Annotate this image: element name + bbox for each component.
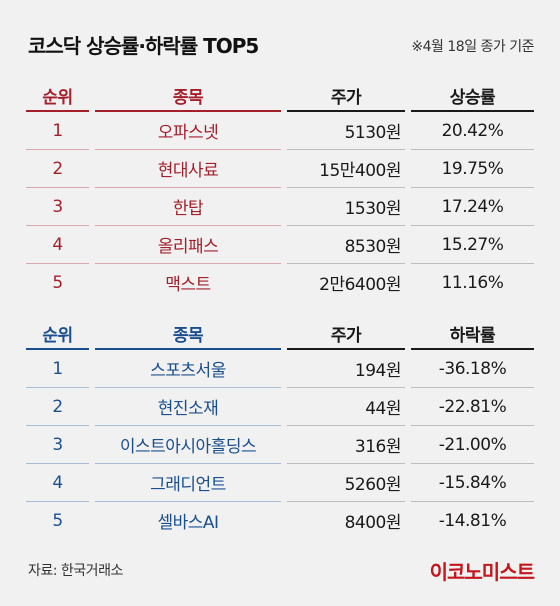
stock-name-cell: 셀바스AI xyxy=(89,501,284,539)
price-cell: 5260원 xyxy=(281,463,408,502)
rate-cell: 20.42% xyxy=(405,111,534,150)
rank-cell: 1 xyxy=(26,111,92,150)
table-row: 2 현대사료 15만400원 19.75% xyxy=(26,149,534,188)
gainers-header-rate: 상승률 xyxy=(405,80,534,112)
rank-cell: 5 xyxy=(52,272,63,293)
rank-cell: 2 xyxy=(26,387,92,426)
table-row: 3 한탑 1530원 17.24% xyxy=(26,187,534,226)
gainers-header-rank: 순위 xyxy=(26,80,92,112)
losers-header-price: 주가 xyxy=(281,318,408,350)
table-row: 4 그래디언트 5260원 -15.84% xyxy=(26,463,534,502)
rank-cell: 5 xyxy=(52,510,63,531)
table-row: 1 오파스넷 5130원 20.42% xyxy=(26,111,534,150)
gainers-header-row: 순위 종목 주가 상승률 xyxy=(26,80,534,112)
table-row: 3 이스트아시아홀딩스 316원 -21.00% xyxy=(26,425,534,464)
rate-cell: -22.81% xyxy=(405,387,534,426)
rank-cell: 4 xyxy=(26,463,92,502)
rate-cell: -21.00% xyxy=(405,425,534,464)
stock-name-cell: 현대사료 xyxy=(89,149,284,188)
source-note: 자료: 한국거래소 xyxy=(28,563,123,579)
table-row: 1 스포츠서울 194원 -36.18% xyxy=(26,349,534,388)
losers-header-name: 종목 xyxy=(89,318,284,350)
price-cell: 2만6400원 xyxy=(281,263,408,301)
stock-name-cell: 이스트아시아홀딩스 xyxy=(89,425,284,464)
price-cell: 44원 xyxy=(281,387,408,426)
price-cell: 8530원 xyxy=(281,225,408,264)
price-cell: 8400원 xyxy=(281,501,408,539)
losers-header-row: 순위 종목 주가 하락률 xyxy=(26,318,534,350)
stock-name-cell: 올리패스 xyxy=(89,225,284,264)
rank-cell: 4 xyxy=(26,225,92,264)
losers-header-rank: 순위 xyxy=(26,318,92,350)
rate-cell: -14.81% xyxy=(405,501,534,539)
rate-cell: -15.84% xyxy=(405,463,534,502)
rate-cell: 17.24% xyxy=(405,187,534,226)
price-cell: 316원 xyxy=(281,425,408,464)
rate-cell: -36.18% xyxy=(405,349,534,388)
losers-header-rate: 하락률 xyxy=(405,318,534,350)
rank-cell: 3 xyxy=(26,187,92,226)
gainers-table: 순위 종목 주가 상승률 1 오파스넷 5130원 20.42% 2 현대사료 … xyxy=(26,80,534,301)
basis-date-note: ※4월 18일 종가 기준 xyxy=(411,39,534,55)
table-row: 4 올리패스 8530원 15.27% xyxy=(26,225,534,264)
table-row: 2 현진소재 44원 -22.81% xyxy=(26,387,534,426)
table-row: 5 맥스트 2만6400원 11.16% xyxy=(26,263,534,301)
stock-name-cell: 스포츠서울 xyxy=(89,349,284,388)
stock-name-cell: 오파스넷 xyxy=(89,111,284,150)
stock-name-cell: 맥스트 xyxy=(89,263,284,301)
stock-name-cell: 한탑 xyxy=(89,187,284,226)
gainers-header-price: 주가 xyxy=(281,80,408,112)
rank-cell: 1 xyxy=(26,349,92,388)
price-cell: 1530원 xyxy=(281,187,408,226)
publisher-logo: 이코노미스트 xyxy=(429,560,535,584)
page-title: 코스닥 상승률·하락률 TOP5 xyxy=(28,34,259,58)
table-row: 5 셀바스AI 8400원 -14.81% xyxy=(26,501,534,539)
price-cell: 194원 xyxy=(281,349,408,388)
losers-table: 순위 종목 주가 하락률 1 스포츠서울 194원 -36.18% 2 현진소재… xyxy=(26,318,534,539)
rank-cell: 2 xyxy=(26,149,92,188)
rank-cell: 3 xyxy=(26,425,92,464)
rate-cell: 19.75% xyxy=(405,149,534,188)
stock-name-cell: 그래디언트 xyxy=(89,463,284,502)
rate-cell: 11.16% xyxy=(405,263,534,301)
price-cell: 15만400원 xyxy=(281,149,408,188)
rate-cell: 15.27% xyxy=(405,225,534,264)
price-cell: 5130원 xyxy=(281,111,408,150)
gainers-header-name: 종목 xyxy=(89,80,284,112)
stock-name-cell: 현진소재 xyxy=(89,387,284,426)
